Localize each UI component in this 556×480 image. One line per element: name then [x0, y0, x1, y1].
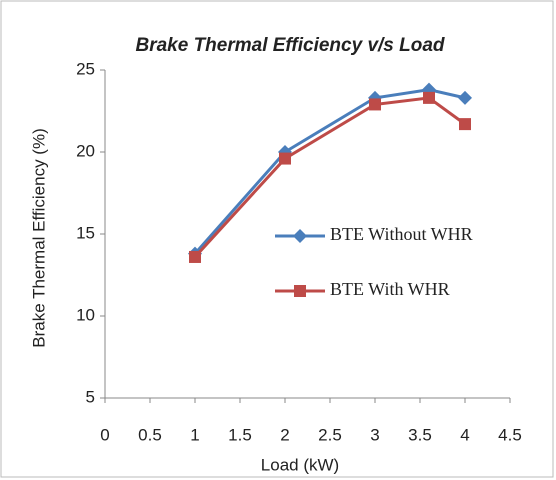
- data-point: [423, 91, 435, 104]
- legend-marker: [294, 285, 306, 297]
- x-axis-label: Load (kW): [261, 455, 339, 474]
- x-tick-label: 1.5: [228, 425, 252, 444]
- legend-label: BTE Without WHR: [330, 224, 473, 244]
- data-point: [369, 98, 381, 111]
- legend-label: BTE With WHR: [330, 279, 450, 299]
- x-tick-label: 2: [280, 425, 289, 444]
- x-tick-label: 4: [460, 425, 469, 444]
- x-tick-label: 3.5: [408, 425, 432, 444]
- x-tick-label: 0.5: [138, 425, 162, 444]
- x-tick-label: 1: [190, 425, 199, 444]
- y-tick-label: 5: [86, 387, 95, 406]
- x-tick-label: 0: [100, 425, 109, 444]
- y-tick-label: 10: [76, 305, 95, 324]
- y-tick-label: 25: [76, 59, 95, 78]
- data-point: [279, 152, 291, 165]
- legend-marker: [293, 229, 307, 243]
- x-tick-label: 2.5: [318, 425, 342, 444]
- x-tick-label: 3: [370, 425, 379, 444]
- data-point: [458, 90, 472, 105]
- data-point: [459, 118, 471, 131]
- data-point: [189, 250, 201, 263]
- y-tick-label: 20: [76, 141, 95, 160]
- y-tick-label: 15: [76, 223, 95, 242]
- chart-title: Brake Thermal Efficiency v/s Load: [135, 35, 444, 56]
- x-tick-label: 4.5: [498, 425, 522, 444]
- y-axis-label: Brake Thermal Efficiency (%): [29, 128, 48, 348]
